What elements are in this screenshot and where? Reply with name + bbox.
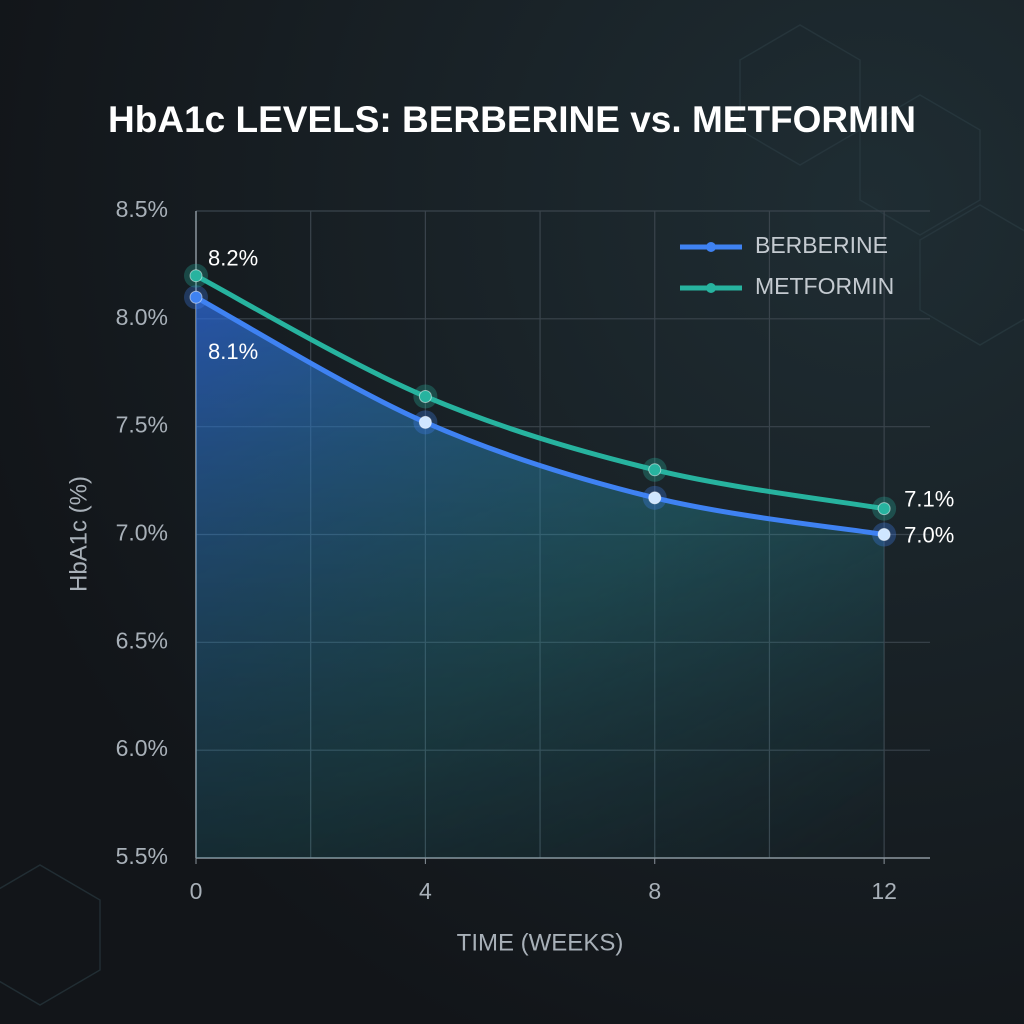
point [648, 463, 662, 477]
line [194, 295, 885, 537]
data-label: 7.0% [904, 522, 954, 547]
area [196, 297, 885, 858]
point [648, 491, 662, 505]
x-tick-label: 12 [871, 878, 897, 904]
y-tick-label: 7.5% [116, 412, 168, 438]
y-tick-label: 6.0% [116, 735, 168, 761]
point [877, 528, 891, 541]
x-tick-label: 8 [648, 878, 661, 904]
y-tick-label: 8.5% [116, 196, 168, 222]
legend-label: METFORMIN [755, 273, 894, 299]
hex-decoration [0, 24, 1024, 1006]
legend-marker [706, 242, 716, 252]
x-tick-label: 0 [190, 878, 203, 904]
data-label: 8.1% [208, 339, 258, 364]
plot-area: 5.5% 6.0% 6.5% 7.0% 7.5% 8.0% 8.5% 0 4 8 12 8.1% 7.0… [116, 196, 955, 904]
legend-label: BERBERINE [755, 232, 888, 258]
point [418, 415, 432, 429]
data-label: 8.2% [208, 246, 258, 271]
data-label: 7.1% [904, 486, 954, 511]
point [877, 502, 891, 516]
x-tick-label: 4 [419, 878, 432, 904]
y-tick-label: 5.5% [116, 843, 168, 869]
y-axis-title: HbA1c (%) [65, 476, 92, 592]
legend-marker [706, 283, 716, 293]
line [194, 273, 885, 512]
y-tick-label: 8.0% [116, 304, 168, 330]
point [418, 389, 432, 403]
y-tick-label: 7.0% [116, 520, 168, 546]
point [189, 290, 203, 304]
point [189, 269, 203, 283]
chart-title: HbA1c LEVELS: BERBERINE vs. METFORMIN [108, 99, 916, 140]
x-axis-title: TIME (WEEKS) [457, 929, 624, 956]
y-tick-label: 6.5% [116, 627, 168, 653]
